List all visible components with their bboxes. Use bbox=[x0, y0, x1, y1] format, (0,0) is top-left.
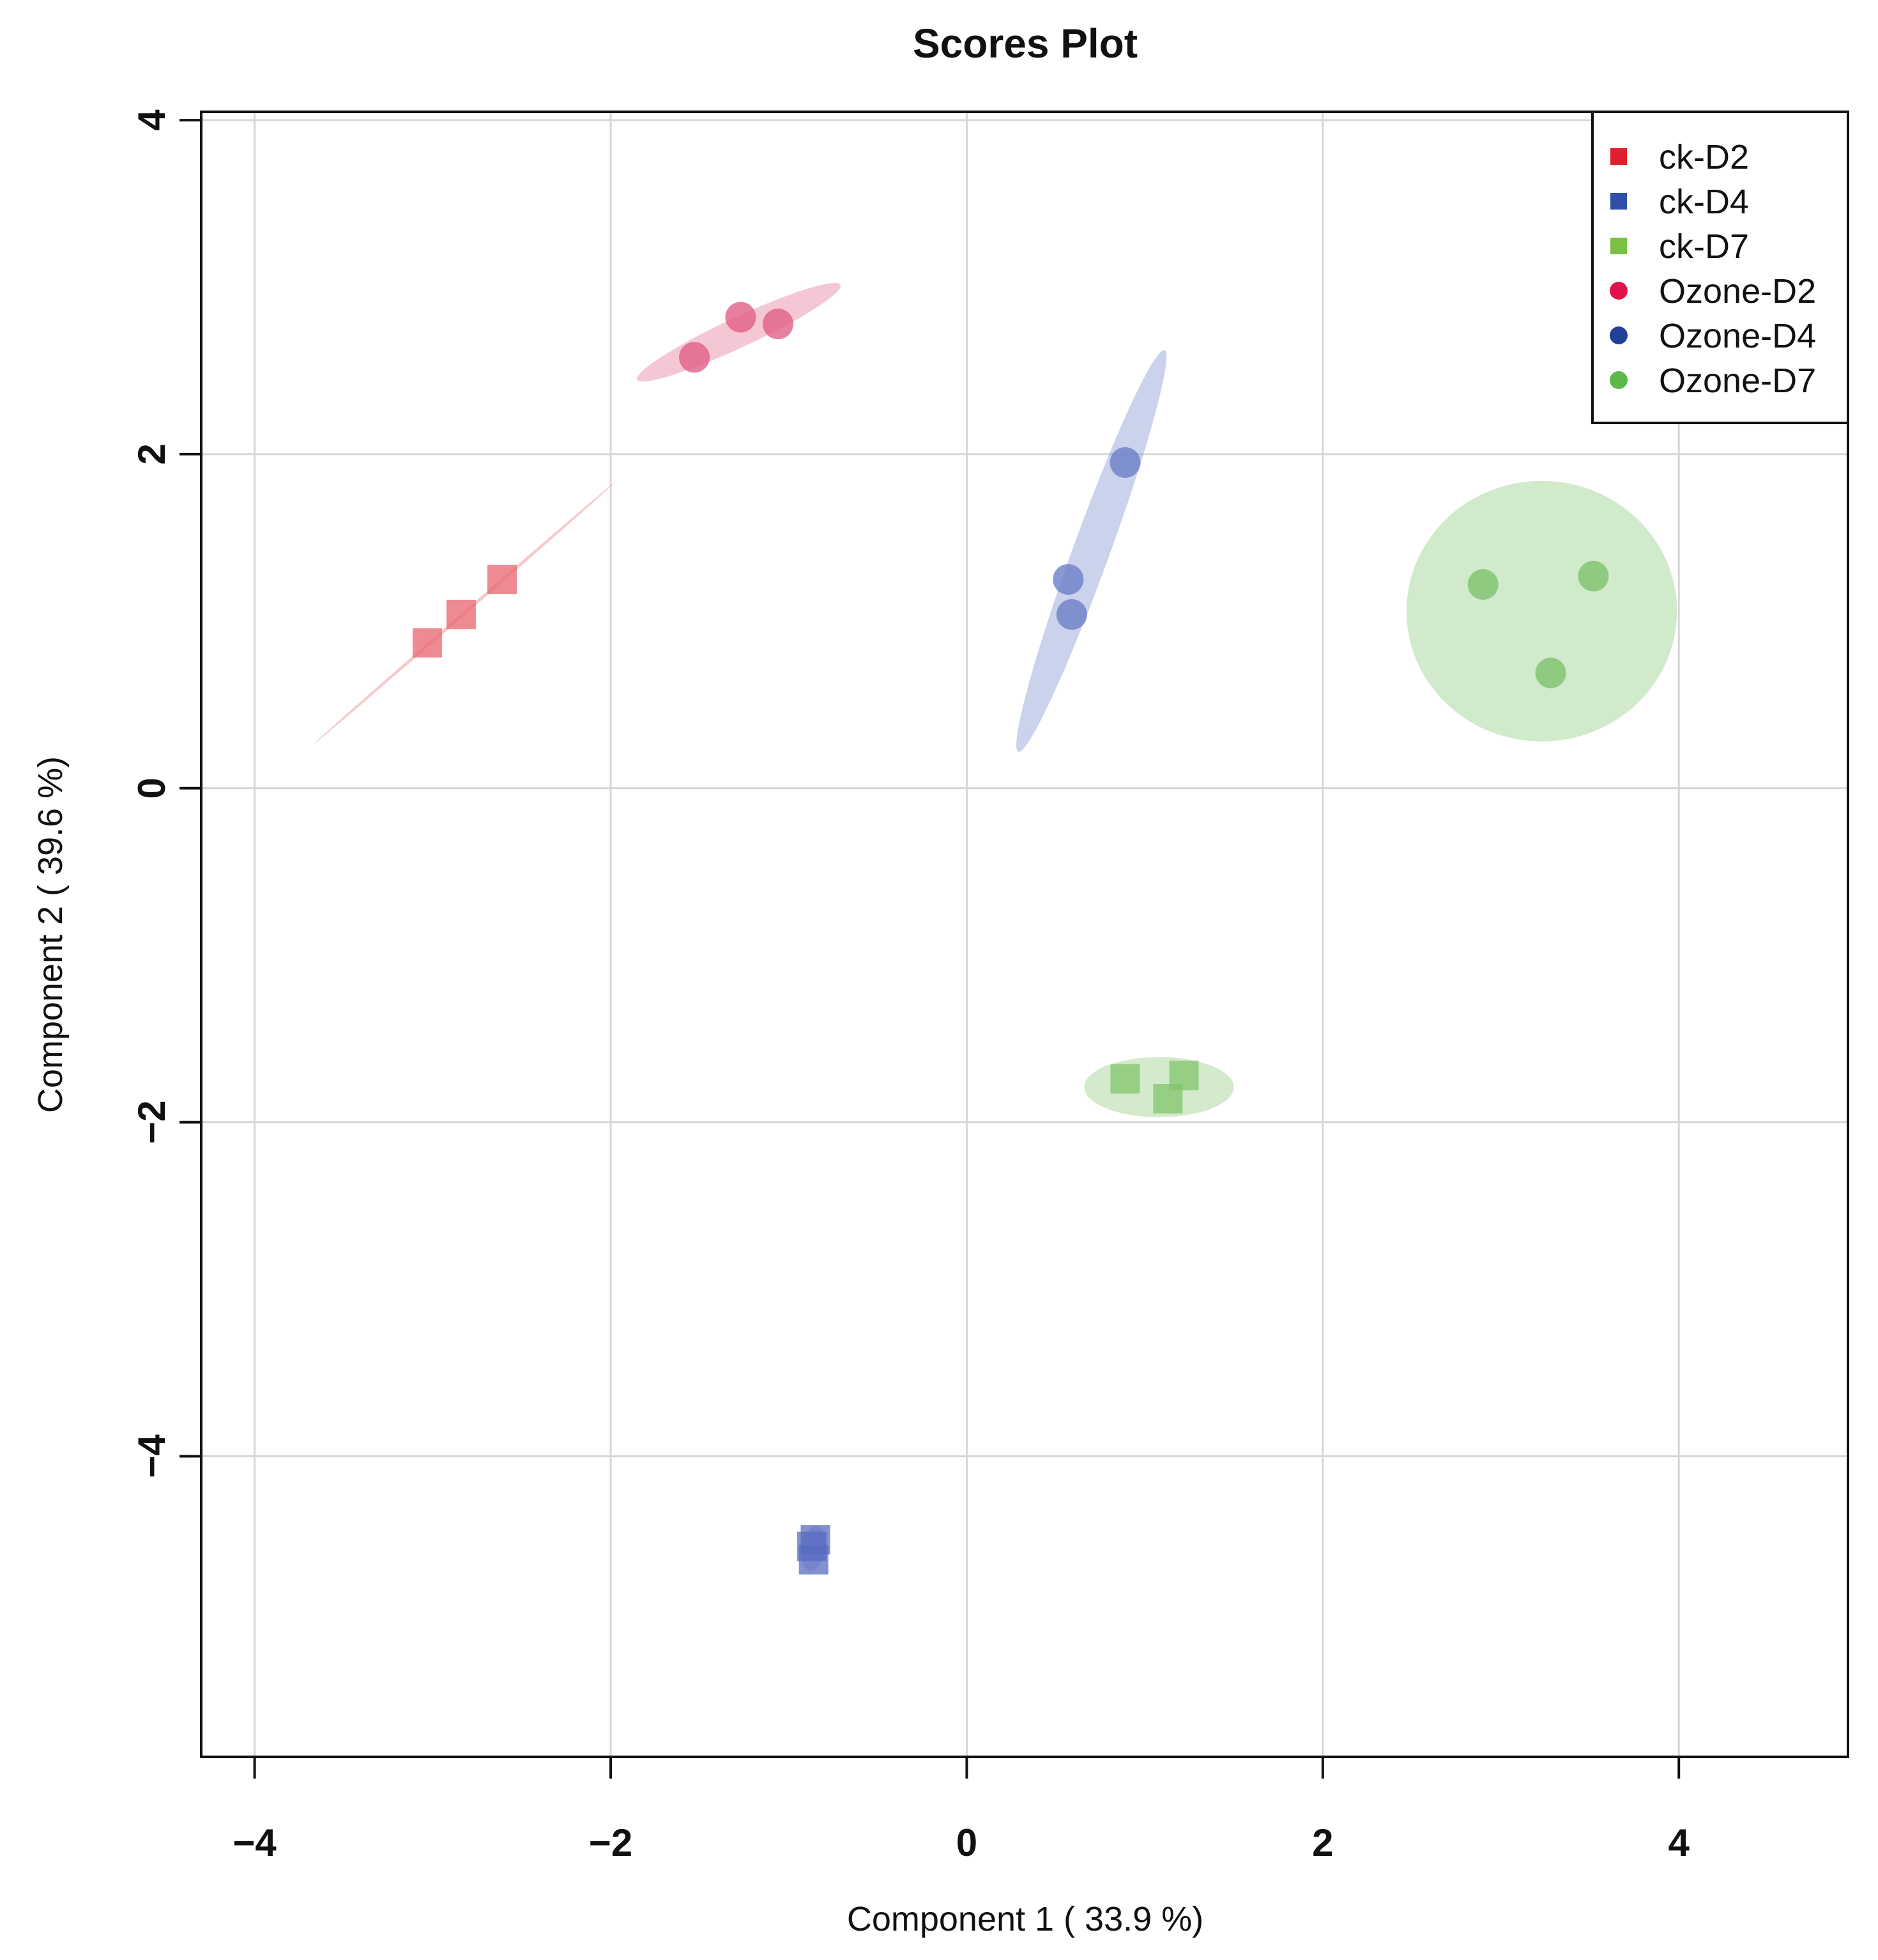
legend-label-ck-D2: ck-D2 bbox=[1659, 138, 1749, 176]
legend-label-Ozone-D4: Ozone-D4 bbox=[1659, 317, 1816, 355]
y-axis: −4 −2 0 2 4 bbox=[130, 109, 201, 1478]
grid-lines bbox=[201, 112, 1848, 1757]
point-Ozone-D2 bbox=[762, 309, 793, 340]
y-tick-label: −2 bbox=[130, 1100, 173, 1144]
point-Ozone-D4 bbox=[1053, 563, 1084, 595]
point-Ozone-D2 bbox=[725, 302, 756, 333]
point-Ozone-D7 bbox=[1535, 657, 1566, 689]
legend: ck-D2 ck-D4 ck-D7 Ozone-D2 Ozone-D4 Ozone-D7 bbox=[1591, 111, 1849, 424]
y-tick-label: −4 bbox=[130, 1434, 173, 1478]
y-tick-label: 2 bbox=[130, 443, 173, 464]
point-Ozone-D7 bbox=[1467, 569, 1499, 600]
x-tick-label: 2 bbox=[1312, 1821, 1333, 1864]
point-ck-D7 bbox=[1110, 1064, 1140, 1094]
plot-frame bbox=[200, 111, 1849, 1758]
point-Ozone-D7 bbox=[1578, 560, 1609, 592]
point-ck-D4 bbox=[800, 1525, 830, 1555]
x-axis: −4 −2 0 2 4 bbox=[233, 1757, 1690, 1864]
legend-marker-ck-D7 bbox=[1610, 238, 1627, 254]
legend-label-Ozone-D7: Ozone-D7 bbox=[1659, 362, 1816, 400]
legend-marker-Ozone-D2 bbox=[1610, 282, 1628, 300]
x-tick-label: −4 bbox=[233, 1821, 277, 1864]
point-ck-D2 bbox=[487, 564, 517, 594]
point-ck-D2 bbox=[446, 599, 476, 629]
x-tick-label: 0 bbox=[956, 1821, 977, 1864]
data-points bbox=[412, 302, 1609, 1575]
point-ck-D7 bbox=[1153, 1084, 1183, 1114]
legend-label-ck-D4: ck-D4 bbox=[1659, 183, 1749, 221]
legend-label-Ozone-D2: Ozone-D2 bbox=[1659, 272, 1816, 310]
x-axis-label: Component 1 ( 33.9 %) bbox=[847, 1900, 1203, 1938]
point-ck-D2 bbox=[412, 628, 442, 658]
x-tick-label: −2 bbox=[589, 1821, 632, 1864]
point-Ozone-D4 bbox=[1110, 447, 1141, 478]
legend-marker-Ozone-D4 bbox=[1610, 326, 1628, 344]
legend-marker-Ozone-D7 bbox=[1610, 371, 1628, 389]
point-Ozone-D2 bbox=[679, 342, 710, 373]
chart-title: Scores Plot bbox=[913, 20, 1138, 66]
legend-marker-ck-D2 bbox=[1610, 148, 1627, 165]
ellipse-Ozone-D7 bbox=[1406, 480, 1677, 742]
y-axis-label: Component 2 ( 39.6 %) bbox=[31, 756, 70, 1113]
x-tick-label: 4 bbox=[1668, 1821, 1690, 1864]
legend-label-ck-D7: ck-D7 bbox=[1659, 227, 1749, 266]
point-Ozone-D4 bbox=[1056, 599, 1087, 630]
y-tick-label: 0 bbox=[130, 777, 173, 799]
legend-box bbox=[1591, 111, 1849, 424]
legend-marker-ck-D4 bbox=[1610, 193, 1627, 210]
y-tick-label: 4 bbox=[130, 109, 173, 131]
